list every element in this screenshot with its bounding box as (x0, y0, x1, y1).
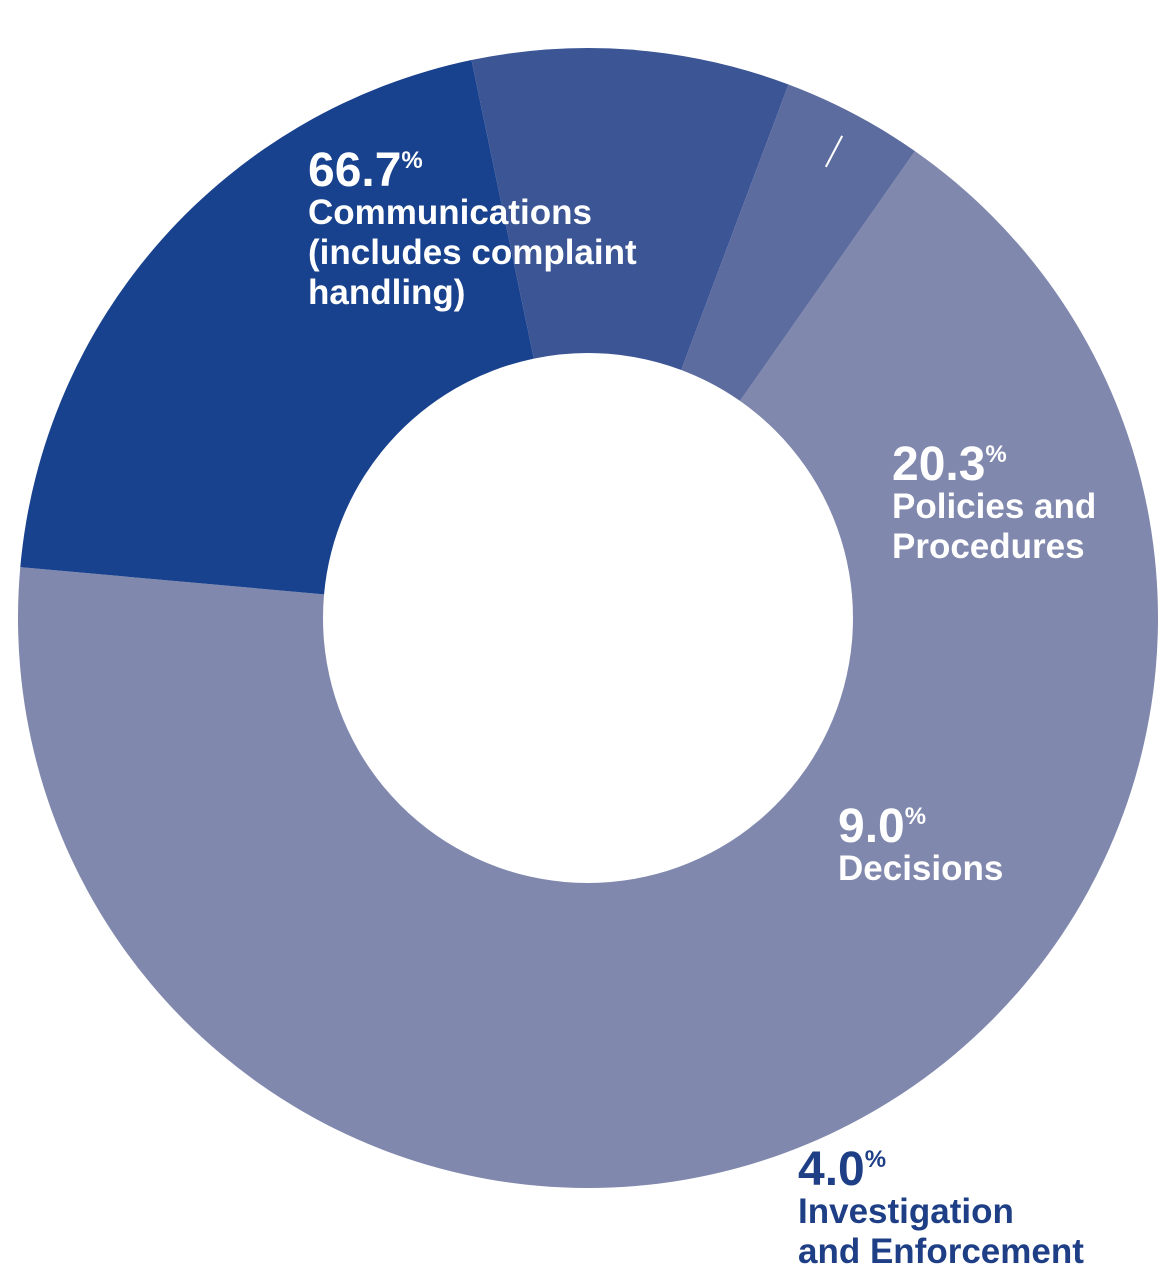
slice-1 (20, 60, 534, 595)
slice-category-1-line-1: Procedures (892, 527, 1085, 566)
leader-line (824, 135, 844, 168)
slice-category-3-line-1: and Enforcement (798, 1232, 1084, 1269)
slice-percent-2: 9.0% (838, 800, 926, 853)
slice-2 (471, 48, 789, 370)
slice-percent-3: 4.0% (798, 1143, 886, 1196)
slice-category-0-line-0: Communications (308, 193, 592, 232)
slice-label-0: 66.7%Communications(includes complaintha… (308, 144, 637, 312)
slice-category-0-line-2: handling) (308, 273, 465, 312)
slice-category-0-line-1: (includes complaint (308, 233, 637, 272)
slice-percent-1: 20.3% (892, 438, 1007, 491)
slice-category-2-line-0: Decisions (838, 849, 1003, 888)
slice-3 (681, 84, 915, 401)
slice-percent-0: 66.7% (308, 144, 423, 197)
slice-0 (18, 151, 1159, 1188)
slice-category-1-line-0: Policies and (892, 487, 1096, 526)
slice-label-2: 9.0%Decisions (838, 800, 1003, 888)
slice-category-3-line-0: Investigation (798, 1192, 1014, 1231)
